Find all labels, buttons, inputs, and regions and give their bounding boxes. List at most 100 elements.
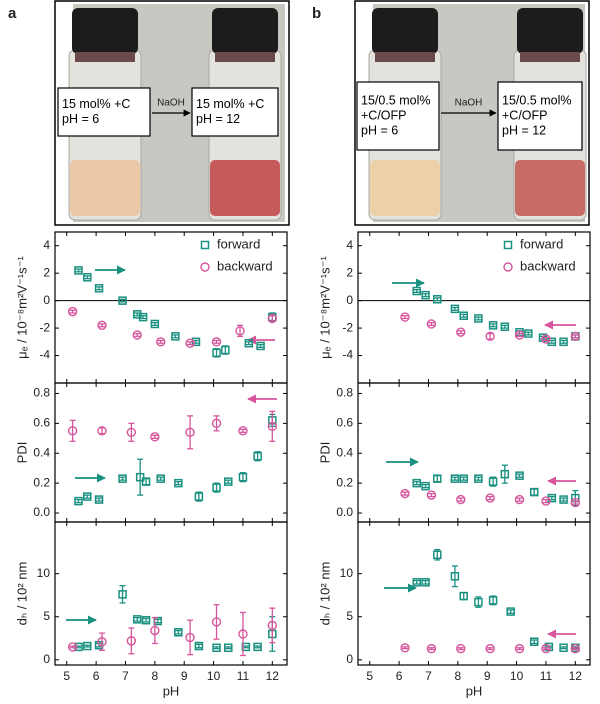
marker [74, 496, 83, 506]
marker [141, 477, 151, 486]
marker [421, 290, 430, 300]
y-axis-label: dₕ / 10² nm [14, 562, 29, 626]
marker [150, 319, 160, 329]
marker [194, 492, 204, 501]
label-text: pH = 12 [502, 123, 546, 137]
marker [97, 320, 107, 331]
plot-frame [357, 521, 591, 666]
marker [529, 487, 539, 497]
label-text: pH = 12 [196, 112, 240, 126]
marker [570, 643, 581, 654]
x-tick-label: 6 [93, 669, 100, 683]
x-axis-label: pH [466, 683, 483, 698]
marker [400, 643, 410, 653]
vial-cap [72, 8, 138, 54]
label-box [191, 87, 279, 137]
x-tick-label: 11 [237, 669, 250, 683]
vial-liquid [70, 160, 140, 216]
marker [450, 474, 460, 483]
marker [541, 643, 551, 654]
legend-label: forward [217, 236, 260, 251]
label-text: +C/OFP [361, 108, 407, 122]
x-tick-label: 5 [366, 669, 373, 683]
x-tick-label: 7 [425, 669, 432, 683]
marker [235, 326, 245, 336]
marker [132, 615, 142, 624]
marker [485, 643, 495, 654]
marker [141, 615, 151, 625]
y-tick-label: 0 [43, 652, 50, 666]
plot-frame [54, 382, 288, 523]
marker [412, 286, 421, 296]
y-axis-label: PDI [317, 442, 332, 464]
legend-marker [200, 262, 210, 272]
marker [221, 345, 230, 355]
marker [132, 310, 142, 319]
marker [74, 266, 83, 275]
y-tick-label: 5 [43, 609, 50, 623]
marker [544, 642, 554, 652]
marker [488, 321, 498, 330]
marker [135, 472, 145, 482]
marker [456, 643, 466, 654]
marker [150, 432, 160, 442]
marker [211, 617, 222, 627]
y-tick-label: 2 [43, 265, 50, 279]
marker [238, 472, 248, 482]
y-tick-label: 0.8 [33, 386, 50, 400]
marker [185, 338, 195, 348]
y-tick-label: 4 [346, 238, 353, 252]
marker [433, 474, 442, 483]
marker [238, 426, 248, 436]
plot-frame [357, 231, 591, 384]
marker [83, 492, 92, 501]
marker [174, 628, 183, 637]
y-axis-label: PDI [14, 442, 29, 464]
marker [67, 642, 78, 652]
marker [94, 284, 104, 293]
marker [224, 477, 233, 486]
marker [500, 322, 510, 331]
y-tick-label: 0.2 [33, 475, 50, 489]
marker [474, 597, 483, 607]
marker [211, 418, 222, 429]
marker [506, 607, 515, 616]
y-tick-label: 0 [43, 293, 50, 307]
marker [500, 469, 510, 479]
vial-liquid [515, 160, 585, 216]
y-tick-label: 4 [43, 238, 50, 252]
y-tick-label: -4 [39, 348, 50, 362]
marker [118, 474, 127, 483]
marker [541, 334, 551, 344]
marker [412, 478, 421, 488]
marker [211, 337, 222, 347]
marker [253, 642, 262, 652]
marker [421, 481, 430, 491]
vial-neck [215, 52, 275, 62]
marker [185, 427, 195, 438]
marker [485, 493, 495, 503]
marker [474, 314, 483, 323]
marker [559, 495, 568, 504]
x-tick-label: 9 [484, 669, 491, 683]
marker [138, 312, 148, 322]
marker [459, 474, 468, 483]
y-axis-label: dₕ / 10² nm [317, 562, 332, 626]
label-text: pH = 6 [62, 112, 99, 126]
marker [97, 426, 107, 436]
marker [97, 637, 107, 647]
marker [212, 643, 221, 653]
marker [456, 327, 466, 337]
y-tick-label: 10 [340, 566, 354, 580]
marker [456, 494, 466, 505]
label-text: 15 mol% +C [62, 97, 130, 111]
y-tick-label: 2 [346, 265, 353, 279]
marker [559, 643, 568, 653]
marker [83, 641, 92, 651]
marker [118, 590, 127, 599]
marker [426, 490, 437, 500]
x-tick-label: 12 [266, 669, 280, 683]
y-tick-label: 0.4 [33, 445, 50, 459]
marker [514, 330, 525, 340]
